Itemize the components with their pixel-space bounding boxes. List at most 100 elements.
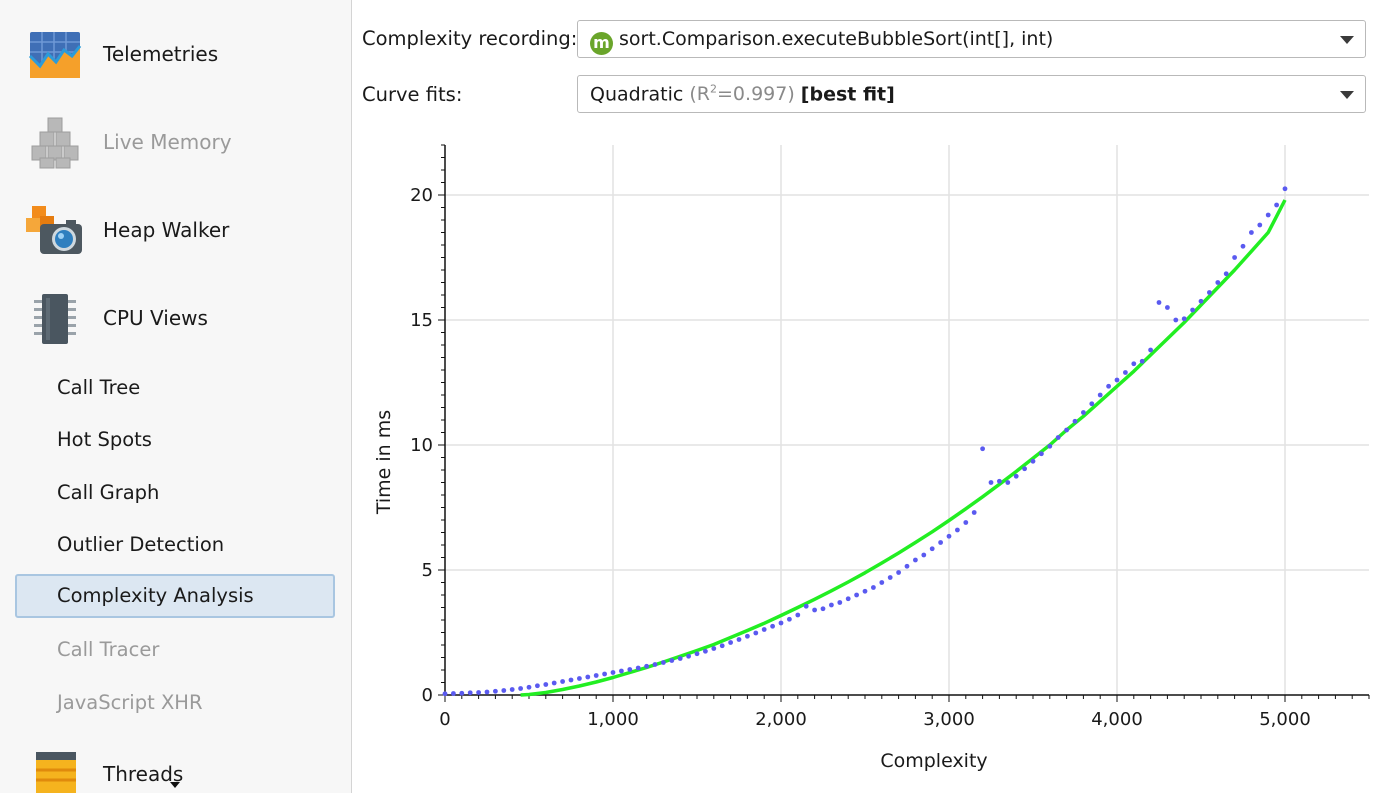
data-point: [745, 633, 750, 639]
data-point: [610, 670, 616, 675]
complexity-chart: 0 1,000 2,000 3,000 4,000 5,000 0 5 10 15 20 Compl…: [373, 144, 1370, 772]
data-point: [837, 600, 843, 605]
chart-grid: [445, 145, 1369, 695]
data-point: [1055, 435, 1061, 440]
data-point: [904, 563, 910, 569]
data-point: [627, 667, 633, 672]
telemetries-icon: [28, 32, 82, 78]
data-point: [652, 662, 658, 667]
data-point: [619, 668, 624, 674]
recording-select[interactable]: m sort.Comparison.executeBubbleSort(int[]…: [577, 20, 1366, 58]
sidebar-item-call-graph[interactable]: Call Graph: [57, 481, 160, 504]
data-point: [1274, 202, 1279, 208]
curve-fit-select[interactable]: Quadratic (R2=0.997) [best fit]: [577, 75, 1366, 113]
data-point: [703, 648, 708, 654]
data-point: [1106, 383, 1111, 389]
sidebar-section-live-memory[interactable]: Live Memory: [0, 106, 351, 178]
data-point: [509, 687, 515, 692]
data-point: [1089, 401, 1095, 407]
sidebar-item-complexity-analysis[interactable]: Complexity Analysis: [15, 574, 335, 618]
fit-curve-line: [520, 199, 1287, 697]
heap-walker-icon: [26, 206, 82, 254]
data-point: [812, 607, 817, 613]
data-point: [551, 680, 557, 686]
data-point: [442, 691, 448, 697]
data-point: [829, 602, 834, 608]
data-point: [921, 552, 927, 558]
data-point: [1265, 212, 1271, 218]
sidebar-item-hot-spots[interactable]: Hot Spots: [57, 428, 152, 451]
y-tick-label: 5: [422, 560, 433, 581]
data-point: [1215, 280, 1221, 285]
data-point: [963, 520, 969, 525]
data-point: [887, 575, 893, 580]
data-point: [1139, 358, 1145, 364]
data-point: [1207, 290, 1212, 295]
chart-axes: [438, 144, 1370, 702]
scroll-down-icon[interactable]: [170, 782, 180, 788]
data-point: [1072, 418, 1078, 424]
sidebar-item-outlier-detection[interactable]: Outlier Detection: [57, 533, 225, 556]
y-tick-label: 10: [410, 435, 433, 456]
sidebar-item-call-tree[interactable]: Call Tree: [57, 376, 141, 399]
data-point: [1148, 347, 1153, 353]
data-point: [493, 688, 498, 694]
data-point: [728, 640, 733, 645]
curve-fits-label: Curve fits:: [362, 83, 463, 106]
data-point: [518, 686, 523, 691]
data-point: [1123, 370, 1128, 375]
data-point: [896, 570, 901, 575]
sidebar-section-cpu-views[interactable]: CPU Views: [0, 282, 351, 354]
data-point: [761, 627, 767, 632]
sidebar-item-call-tracer[interactable]: Call Tracer: [57, 638, 160, 661]
data-point: [661, 660, 666, 665]
x-tick-label: 5,000: [1259, 709, 1311, 730]
data-point: [476, 690, 481, 695]
data-point: [593, 673, 599, 678]
data-point: [988, 480, 994, 485]
fit-r-value: =0.997): [717, 83, 795, 106]
sidebar-item-javascript-xhr[interactable]: JavaScript XHR: [57, 691, 203, 714]
data-point: [711, 646, 717, 651]
sidebar-section-telemetries[interactable]: Telemetries: [0, 18, 351, 90]
fit-r-prefix: (R: [689, 83, 711, 106]
data-point: [484, 689, 490, 695]
sidebar-section-heap-walker[interactable]: Heap Walker: [0, 194, 351, 266]
data-point: [1249, 230, 1254, 235]
data-point: [694, 651, 700, 657]
data-point: [871, 585, 876, 590]
data-point: [1173, 317, 1179, 323]
method-icon: m: [590, 32, 613, 55]
data-point: [1181, 316, 1187, 322]
y-tick-label: 0: [422, 685, 433, 706]
data-point: [1097, 392, 1103, 398]
data-point: [459, 690, 465, 696]
data-point: [795, 612, 801, 618]
data-point: [560, 679, 565, 684]
x-axis-label: Complexity: [880, 750, 987, 772]
data-point: [451, 691, 456, 696]
data-point: [1022, 466, 1027, 472]
data-point: [577, 676, 582, 681]
data-point: [1240, 243, 1246, 249]
fit-curve: [520, 199, 1287, 697]
data-point: [929, 546, 935, 552]
data-point: [946, 533, 952, 539]
recording-label: Complexity recording:: [362, 27, 578, 50]
data-point: [1223, 271, 1229, 277]
data-point: [913, 557, 918, 563]
fit-r-squared: (R2=0.997): [689, 83, 794, 105]
fit-name: Quadratic: [590, 83, 684, 106]
sidebar-section-threads[interactable]: Threads: [0, 738, 351, 793]
data-point: [635, 665, 641, 671]
best-fit-tag: [best fit]: [800, 83, 895, 106]
data-point: [787, 616, 792, 622]
data-point: [602, 671, 607, 677]
data-point: [526, 684, 532, 690]
dropdown-arrow-icon: [1340, 91, 1354, 99]
data-point: [1156, 300, 1162, 305]
data-point: [980, 446, 985, 452]
live-memory-icon: [31, 117, 79, 169]
data-point: [1257, 222, 1263, 228]
x-tick-label: 2,000: [755, 709, 807, 730]
